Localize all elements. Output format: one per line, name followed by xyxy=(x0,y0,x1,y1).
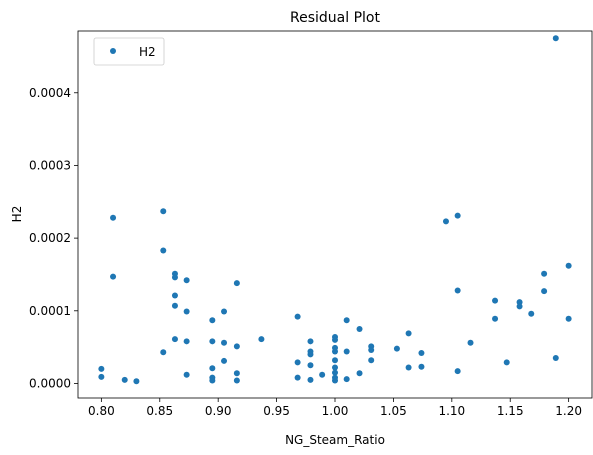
data-point xyxy=(233,377,240,384)
data-point xyxy=(160,247,167,254)
data-point xyxy=(209,317,216,324)
data-point xyxy=(171,336,178,343)
data-point xyxy=(183,308,190,315)
data-point xyxy=(454,368,461,375)
data-point xyxy=(332,377,338,384)
data-point xyxy=(221,339,228,346)
data-point xyxy=(171,292,178,299)
data-point xyxy=(552,35,559,42)
data-point xyxy=(307,362,314,369)
x-tick-label: 0.95 xyxy=(263,404,290,418)
x-tick-label: 1.10 xyxy=(438,404,465,418)
data-point xyxy=(565,262,572,269)
chart-title: Residual Plot xyxy=(290,10,380,26)
y-tick-label: 0.0004 xyxy=(29,86,71,100)
data-point xyxy=(307,351,314,358)
data-point xyxy=(467,339,474,346)
data-point xyxy=(454,287,461,294)
y-tick-label: 0.0000 xyxy=(29,376,71,390)
data-point xyxy=(492,315,499,322)
x-tick-label: 1.20 xyxy=(555,404,582,418)
data-point xyxy=(332,357,338,364)
data-point xyxy=(110,273,117,280)
x-tick-label: 0.80 xyxy=(88,404,115,418)
legend: H2 xyxy=(93,37,165,66)
data-point xyxy=(319,371,326,378)
data-point xyxy=(183,371,190,378)
data-point xyxy=(405,364,412,371)
x-tick-label: 1.05 xyxy=(380,404,407,418)
legend-marker-h2 xyxy=(110,48,116,54)
plot-area xyxy=(98,35,572,385)
data-point xyxy=(368,357,375,364)
x-tick-label: 1.00 xyxy=(322,404,349,418)
data-point xyxy=(343,376,350,383)
data-point xyxy=(332,348,338,355)
data-point xyxy=(528,310,535,317)
data-point xyxy=(133,378,140,385)
data-point xyxy=(221,357,228,364)
data-point xyxy=(356,325,363,332)
data-point xyxy=(98,365,105,372)
data-point xyxy=(541,288,548,295)
data-point xyxy=(442,218,449,225)
data-point xyxy=(98,373,105,380)
data-point xyxy=(492,297,499,304)
data-point xyxy=(110,214,117,221)
legend-box xyxy=(93,37,165,66)
y-axis-label: H2 xyxy=(10,206,24,223)
data-point xyxy=(332,369,338,376)
data-point xyxy=(307,376,314,383)
data-point xyxy=(332,364,338,371)
data-point xyxy=(552,355,559,362)
data-point xyxy=(405,330,412,337)
data-point xyxy=(368,347,375,354)
data-point xyxy=(171,274,178,281)
data-point xyxy=(294,313,301,320)
data-point xyxy=(332,336,338,343)
y-tick-label: 0.0003 xyxy=(29,158,71,172)
x-axis: 0.80 0.85 0.90 0.95 1.00 1.05 1.10 1.15 1.20 xyxy=(88,398,582,418)
data-point xyxy=(183,338,190,345)
data-point xyxy=(565,315,572,322)
x-axis-label: NG_Steam_Ratio xyxy=(285,433,385,447)
data-point xyxy=(258,336,265,343)
data-point xyxy=(356,370,363,377)
y-axis: 0.0000 0.0001 0.0002 0.0003 0.0004 xyxy=(29,86,78,390)
data-point xyxy=(221,308,228,315)
data-point xyxy=(209,377,216,384)
data-point xyxy=(121,376,128,383)
data-point xyxy=(233,343,240,350)
data-point xyxy=(160,208,167,215)
data-point xyxy=(233,280,240,287)
y-tick-label: 0.0002 xyxy=(29,231,71,245)
data-point xyxy=(209,365,216,372)
data-point xyxy=(418,349,425,356)
data-point xyxy=(160,349,167,356)
data-point xyxy=(209,338,216,345)
y-tick-label: 0.0001 xyxy=(29,304,71,318)
data-point xyxy=(183,277,190,284)
data-point xyxy=(343,317,350,324)
x-tick-label: 1.15 xyxy=(497,404,524,418)
data-point xyxy=(418,363,425,370)
data-point xyxy=(171,302,178,309)
data-point xyxy=(541,270,548,277)
data-point xyxy=(233,370,240,377)
axes-frame xyxy=(77,30,593,399)
data-point xyxy=(503,359,510,366)
data-point xyxy=(294,374,301,381)
x-tick-label: 0.85 xyxy=(146,404,173,418)
data-point xyxy=(343,348,350,355)
data-point xyxy=(516,299,523,306)
x-tick-label: 0.90 xyxy=(205,404,232,418)
legend-label-h2: H2 xyxy=(139,45,156,59)
data-point xyxy=(454,212,461,219)
data-point xyxy=(516,303,523,310)
data-point xyxy=(307,338,314,345)
data-point xyxy=(294,359,301,366)
data-point xyxy=(393,345,400,352)
